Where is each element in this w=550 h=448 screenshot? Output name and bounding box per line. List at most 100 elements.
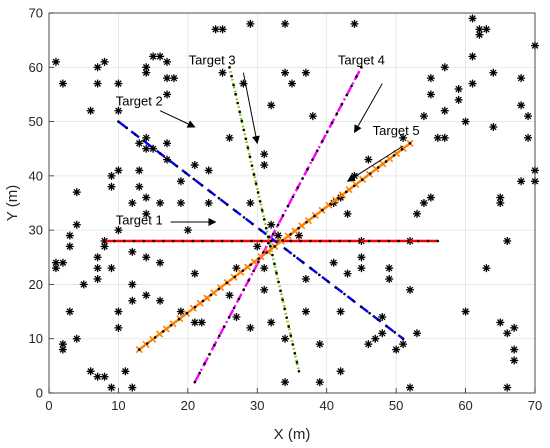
star-stroke bbox=[135, 183, 143, 190]
star-stroke bbox=[399, 340, 407, 348]
sensor-point bbox=[128, 199, 137, 207]
star-stroke bbox=[344, 210, 351, 218]
sensor-point bbox=[406, 383, 415, 392]
sensor-point bbox=[86, 367, 95, 376]
sensor-point bbox=[496, 318, 505, 327]
sensor-point bbox=[58, 79, 67, 88]
target-1-estimate-dot bbox=[377, 239, 381, 243]
target-1-estimate-dot bbox=[132, 239, 136, 243]
target-4-estimate-dot bbox=[222, 325, 226, 328]
target-2-estimate-dot bbox=[393, 331, 397, 334]
star-stroke bbox=[59, 80, 67, 87]
star-stroke bbox=[66, 308, 74, 315]
target-4-estimate-dot bbox=[335, 112, 339, 115]
star-stroke bbox=[247, 324, 254, 332]
sensor-point bbox=[93, 372, 102, 381]
star-stroke bbox=[226, 134, 233, 142]
sensor-point bbox=[412, 209, 421, 218]
target-3-estimate-dot bbox=[240, 119, 244, 123]
target-5-estimate-dot bbox=[384, 160, 388, 163]
star-stroke bbox=[267, 221, 275, 228]
star-stroke bbox=[517, 74, 525, 82]
star-stroke bbox=[309, 112, 317, 120]
star-stroke bbox=[483, 264, 490, 272]
y-tick-label: 70 bbox=[29, 6, 43, 21]
target-2-estimate-dot bbox=[192, 177, 196, 181]
target-5-marker bbox=[155, 330, 164, 338]
sensor-point bbox=[378, 313, 387, 321]
target-1-estimate-dot bbox=[250, 239, 253, 243]
target-3-estimate-dot bbox=[285, 316, 288, 319]
sensor-point bbox=[100, 242, 109, 251]
target-3-estimate-dot bbox=[271, 253, 274, 257]
target-4-estimate-dot bbox=[232, 306, 236, 310]
target-4-estimate-dot bbox=[213, 343, 216, 347]
star-stroke bbox=[177, 308, 185, 315]
sensor-point bbox=[121, 367, 130, 376]
target-5-estimate-dot bbox=[329, 202, 332, 206]
sensor-point bbox=[128, 296, 137, 305]
cross-stroke bbox=[386, 155, 394, 163]
target-5-estimate-dot bbox=[273, 245, 276, 248]
target-2-estimate-dot bbox=[184, 171, 187, 174]
target-1-estimate-dot bbox=[191, 239, 195, 243]
cross-stroke bbox=[155, 330, 164, 338]
sensor-point bbox=[204, 199, 213, 207]
sensor-point bbox=[433, 133, 442, 142]
target-5-estimate-dot bbox=[217, 287, 221, 291]
target-2-estimate-dot bbox=[326, 279, 330, 283]
target-4-estimate-dot bbox=[257, 260, 260, 264]
star-stroke bbox=[503, 330, 511, 337]
sensor-point bbox=[176, 177, 185, 186]
star-stroke bbox=[87, 368, 94, 375]
target-3-estimate-dot bbox=[230, 74, 233, 78]
star-stroke bbox=[413, 210, 421, 218]
star-stroke bbox=[177, 199, 185, 207]
sensor-point bbox=[260, 161, 269, 169]
star-stroke bbox=[94, 254, 101, 261]
x-axis-title: X (m) bbox=[274, 426, 311, 443]
sensor-point bbox=[72, 188, 81, 197]
star-stroke bbox=[191, 319, 199, 326]
target-2-estimate-dot bbox=[150, 145, 154, 149]
star-stroke bbox=[247, 20, 254, 28]
target-5-estimate-dot bbox=[392, 154, 396, 157]
sensor-point bbox=[72, 334, 81, 343]
x-tick-label: 40 bbox=[319, 398, 333, 413]
target-4-estimate-dot bbox=[340, 103, 344, 106]
target-3-estimate-dot bbox=[269, 244, 272, 248]
star-stroke bbox=[226, 292, 233, 299]
star-stroke bbox=[115, 324, 122, 332]
star-stroke bbox=[441, 107, 449, 114]
star-stroke bbox=[337, 368, 344, 375]
sensor-point bbox=[357, 253, 366, 262]
target-5-estimate-dot bbox=[265, 251, 268, 254]
sensor-point bbox=[93, 79, 102, 88]
star-stroke bbox=[66, 232, 74, 239]
star-stroke bbox=[497, 194, 504, 201]
sensor-point bbox=[475, 30, 484, 39]
sensor-point bbox=[225, 291, 234, 300]
sensor-point bbox=[399, 133, 408, 142]
target-4-estimate-dot bbox=[296, 186, 300, 189]
star-stroke bbox=[142, 69, 150, 76]
sensor-point bbox=[426, 90, 435, 99]
sensor-point bbox=[503, 383, 512, 392]
star-stroke bbox=[497, 199, 504, 207]
target-3-estimate-dot bbox=[254, 182, 258, 185]
sensor-point bbox=[142, 68, 151, 77]
x-tick-label: 20 bbox=[181, 398, 195, 413]
star-stroke bbox=[434, 134, 442, 142]
target-4-estimate-dot bbox=[306, 167, 309, 171]
sensor-point bbox=[294, 231, 303, 240]
star-stroke bbox=[247, 199, 254, 207]
target-1-estimate-dot bbox=[230, 239, 234, 243]
star-stroke bbox=[233, 313, 240, 321]
star-stroke bbox=[302, 69, 310, 76]
star-stroke bbox=[517, 178, 525, 185]
star-stroke bbox=[52, 264, 60, 272]
star-stroke bbox=[129, 297, 136, 304]
star-stroke bbox=[406, 286, 414, 294]
star-stroke bbox=[469, 15, 476, 22]
star-stroke bbox=[191, 270, 199, 277]
